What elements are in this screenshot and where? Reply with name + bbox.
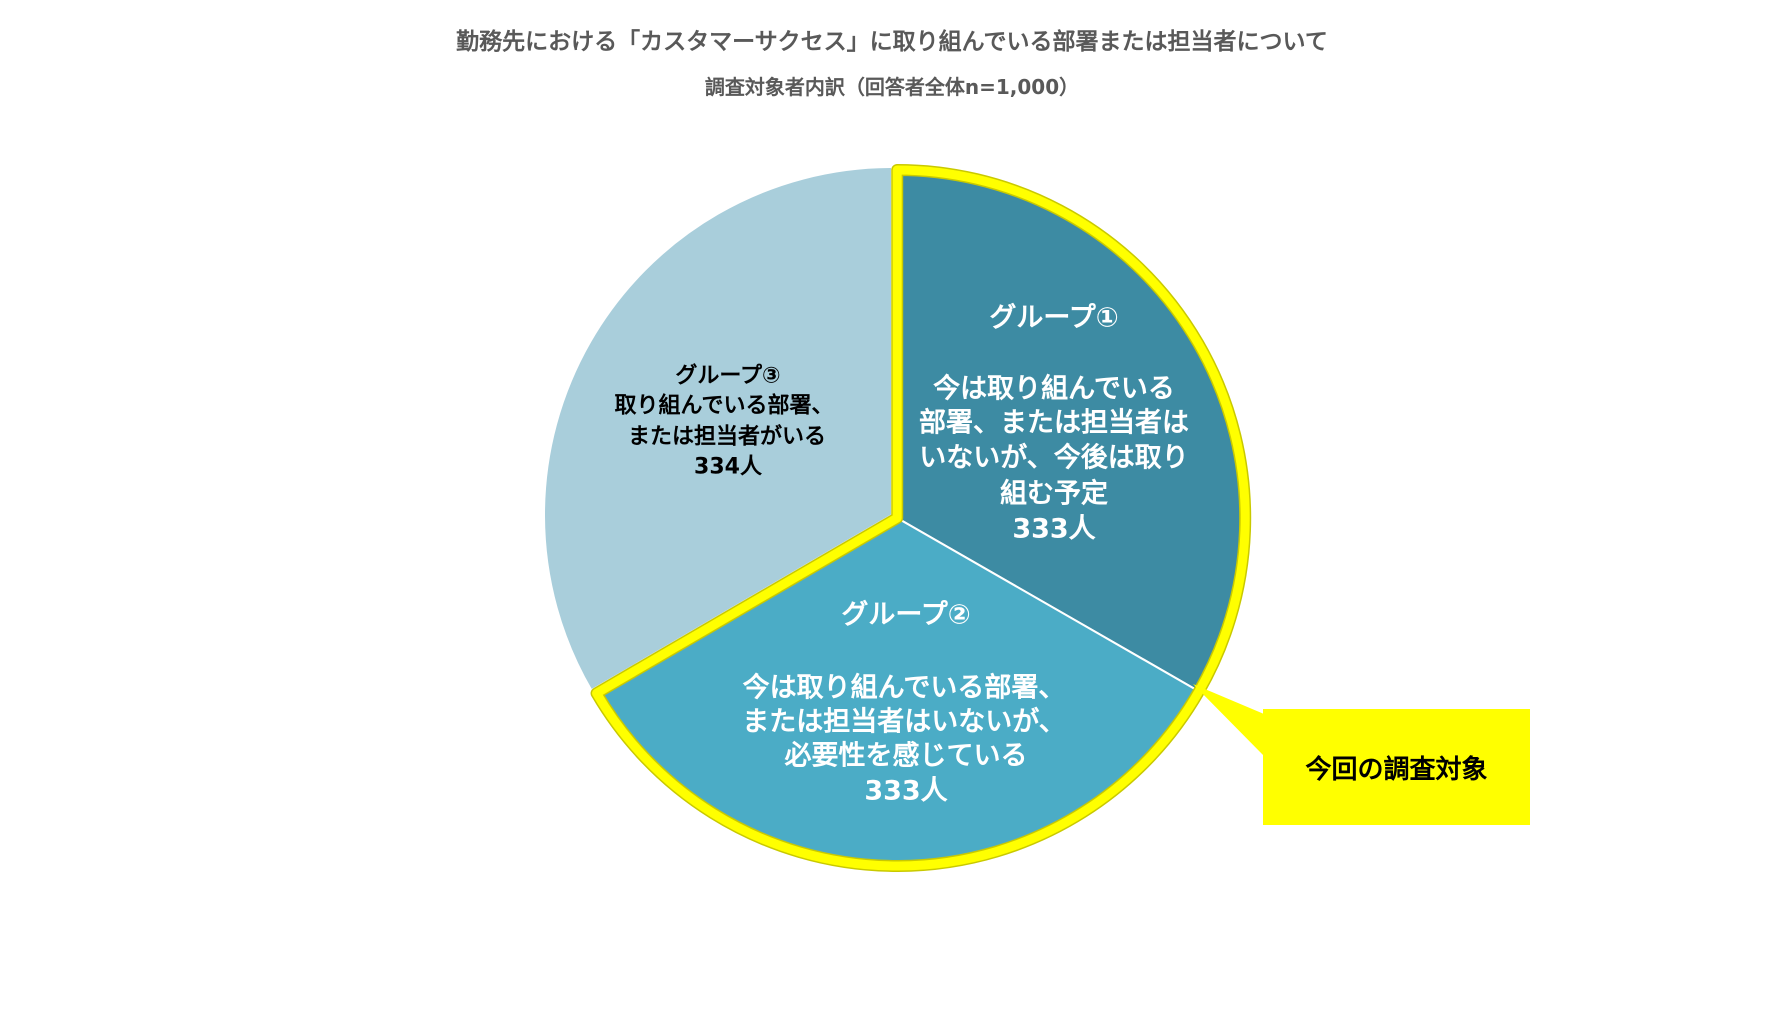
pie-slice-group-3: [543, 165, 893, 692]
slice-description-line: または担当者がいる: [628, 424, 826, 450]
slice-label-group-3: グループ③ 取り組んでいる部署、 または担当者がいる 334人: [615, 363, 834, 480]
pie-slices: [543, 165, 1247, 867]
slice-description-line: 必要性を感じている: [785, 740, 1028, 772]
slice-value-label: 333人: [864, 776, 947, 807]
slice-value-label: 334人: [694, 455, 762, 480]
slice-description-line: 今は取り組んでいる部署、: [743, 672, 1066, 704]
callout-box: 今回の調査対象: [1263, 709, 1530, 825]
slice-label-group-2: グループ② 今は取り組んでいる部署、 または担当者はいないが、 必要性を感じてい…: [742, 599, 1065, 807]
slice-description-line: 組む予定: [1000, 478, 1108, 510]
slice-group-name: グループ③: [675, 363, 780, 389]
slice-group-name: グループ②: [841, 599, 970, 631]
slice-description-line: 取り組んでいる部署、: [615, 393, 834, 419]
callout-pointer: [1193, 684, 1264, 756]
chart-subtitle: 調査対象者内訳（回答者全体n=1,000）: [704, 75, 1080, 99]
highlight-outline: [590, 163, 1252, 872]
slice-description-line: または担当者はいないが、: [742, 706, 1065, 738]
slice-description-line: いないが、今後は取り: [919, 442, 1188, 474]
callout-text: 今回の調査対象: [1305, 754, 1488, 785]
highlight-outline-band: [592, 165, 1250, 871]
chart-title: 勤務先における「カスタマーサクセス」に取り組んでいる部署または担当者について: [456, 29, 1328, 55]
slice-description-line: 部署、または担当者は: [919, 407, 1189, 439]
slice-description-line: 今は取り組んでいる: [933, 373, 1175, 405]
slice-label-group-1: グループ① 今は取り組んでいる 部署、または担当者は いないが、今後は取り 組む…: [919, 302, 1189, 545]
slice-group-name: グループ①: [989, 302, 1118, 334]
slice-value-label: 333人: [1012, 514, 1095, 545]
